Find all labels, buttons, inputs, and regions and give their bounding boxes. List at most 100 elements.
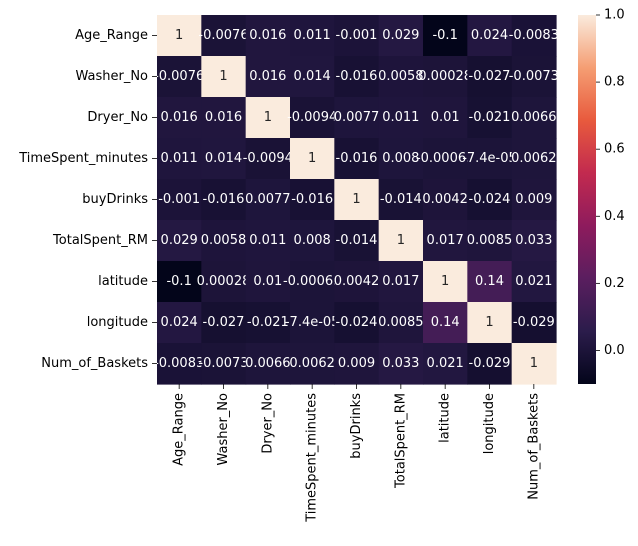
cell-label: -0.1: [432, 28, 457, 43]
y-tick-label: Washer_No: [75, 69, 148, 84]
heatmap-cell: [423, 220, 468, 262]
colorbar-tick-label: 1.0: [604, 8, 625, 23]
x-tick-label: Age_Range: [172, 393, 187, 466]
heatmap-cell: [467, 261, 513, 303]
cell-label: 0.011: [382, 110, 419, 125]
colorbar-tick-label: 0.0: [604, 343, 625, 358]
heatmap-cell: [378, 261, 424, 303]
cell-label: -0.014: [336, 233, 378, 248]
heatmap-cell: [201, 343, 247, 385]
heatmap-cell: [157, 179, 202, 221]
x-tick-label: Num_of_Baskets: [526, 393, 541, 500]
cell-label: 0.014: [205, 151, 242, 166]
cell-label: 0.033: [382, 356, 419, 371]
cell-label: 0.024: [161, 315, 198, 330]
heatmap-cell: [245, 261, 291, 303]
heatmap-cell: [378, 56, 424, 98]
heatmap-cell: [511, 179, 557, 221]
heatmap-cell: [201, 138, 247, 180]
heatmap-cell: [201, 220, 247, 262]
cell-label: -0.016: [291, 192, 333, 207]
cell-label: 0.016: [249, 69, 286, 84]
heatmap-cell: [290, 302, 335, 344]
heatmap-cell: [334, 302, 380, 344]
heatmap-cell: [378, 220, 424, 262]
cell-label: 0.0058: [201, 233, 247, 248]
colorbar: [578, 15, 596, 384]
heatmap-cell: [511, 302, 557, 344]
cell-label: -0.0073: [509, 69, 559, 84]
cell-label: -0.0076: [198, 28, 248, 43]
heatmap-cell: [290, 15, 335, 57]
cell-label: 0.011: [294, 28, 331, 43]
heatmap-cell: [511, 138, 557, 180]
y-tick-label: latitude: [98, 274, 148, 289]
heatmap-cell: [334, 220, 380, 262]
colorbar-tick-label: 0.4: [604, 209, 625, 224]
cell-label: 1: [175, 28, 183, 43]
heatmap-cell: [378, 15, 424, 57]
cell-label: 0.0077: [245, 192, 291, 207]
heatmap-cell: [467, 343, 513, 385]
heatmap-cell: [245, 343, 291, 385]
heatmap-cell: [157, 56, 202, 98]
heatmap-cell: [378, 138, 424, 180]
heatmap-cell: [511, 97, 557, 139]
cell-label: -0.0083: [509, 28, 559, 43]
cell-label: 0.0062: [289, 356, 335, 371]
heatmap-cell: [245, 56, 291, 98]
x-tick-label: Washer_No: [216, 393, 231, 466]
heatmap-cell: [334, 15, 380, 57]
cell-label: 1: [397, 233, 405, 248]
heatmap-cell: [423, 97, 468, 139]
heatmap-cell: [334, 261, 380, 303]
heatmap-cell: [201, 261, 247, 303]
heatmap-cell: [511, 261, 557, 303]
cell-label: 0.009: [515, 192, 552, 207]
cell-label: 0.016: [161, 110, 198, 125]
heatmap-cell: [157, 261, 202, 303]
heatmap-cell: [245, 179, 291, 221]
x-tick-label: TimeSpent_minutes: [305, 393, 320, 523]
cell-label: -0.016: [336, 69, 378, 84]
cell-label: -0.00065: [416, 151, 474, 166]
cell-label: 0.029: [161, 233, 198, 248]
cell-label: 1: [219, 69, 227, 84]
colorbar-tick-label: 0.8: [604, 75, 625, 90]
heatmap-cell: [245, 15, 291, 57]
colorbar-tick-label: 0.2: [604, 276, 625, 291]
cell-label: -7.4e-05: [285, 315, 340, 330]
heatmap-cell: [334, 179, 380, 221]
x-tick-label: buyDrinks: [349, 393, 364, 459]
heatmap-cell: [290, 220, 335, 262]
heatmap-cell: [201, 56, 247, 98]
heatmap-cell: [378, 97, 424, 139]
heatmap-cell: [201, 15, 247, 57]
heatmap-cell: [511, 220, 557, 262]
heatmap-cell: [157, 15, 202, 57]
cell-label: -0.0094: [287, 110, 337, 125]
heatmap-cell: [290, 56, 335, 98]
cell-label: -0.021: [469, 110, 511, 125]
cell-label: -0.016: [203, 192, 245, 207]
cell-label: -0.00065: [283, 274, 341, 289]
cell-label: 0.0066: [245, 356, 291, 371]
heatmap-cell: [201, 179, 247, 221]
heatmap-cell: [334, 343, 380, 385]
cell-label: -0.024: [336, 315, 378, 330]
cell-label: 1: [441, 274, 449, 289]
cell-label: 0.021: [515, 274, 552, 289]
heatmap-cell: [467, 15, 513, 57]
cell-label: 0.0085: [378, 315, 424, 330]
cell-label: 1: [485, 315, 493, 330]
heatmap-cell: [157, 138, 202, 180]
cell-label: 1: [530, 356, 538, 371]
heatmap-cell: [245, 97, 291, 139]
cell-label: 0.0042: [334, 274, 380, 289]
x-tick-label: TotalSpent_RM: [393, 393, 408, 489]
cell-label: 0.14: [431, 315, 460, 330]
cell-label: -0.0083: [154, 356, 204, 371]
cell-label: 0.021: [427, 356, 464, 371]
cell-label: -0.0073: [198, 356, 248, 371]
